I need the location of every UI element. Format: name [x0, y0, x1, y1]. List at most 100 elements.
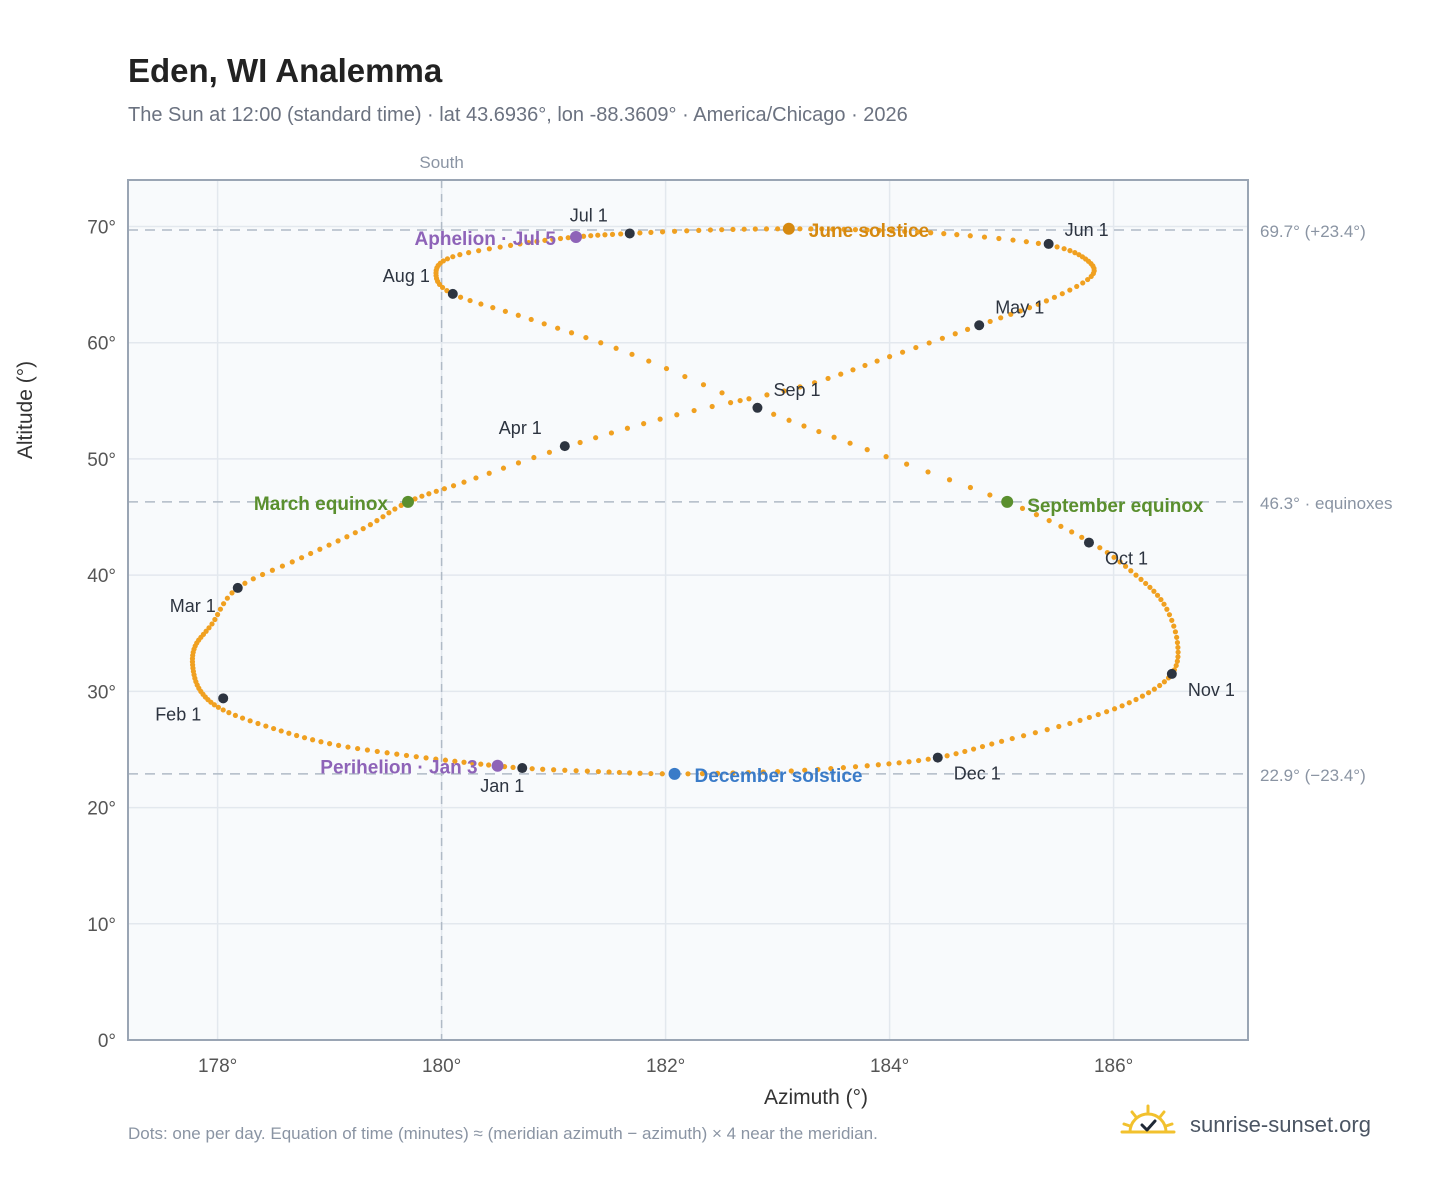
month-marker-label: Sep 1	[773, 380, 820, 400]
daily-dot	[727, 399, 734, 406]
daily-dot	[215, 704, 222, 710]
daily-dot	[278, 728, 284, 734]
daily-dot	[1017, 308, 1023, 314]
daily-dot	[1032, 730, 1038, 736]
daily-dot	[486, 470, 492, 476]
daily-dot	[962, 748, 968, 755]
daily-dot	[808, 226, 814, 232]
daily-dot	[954, 232, 960, 238]
daily-dot	[517, 241, 523, 247]
daily-dot	[850, 367, 856, 373]
month-marker-label: Nov 1	[1188, 680, 1235, 700]
daily-dot	[433, 488, 439, 494]
daily-dot	[1175, 654, 1181, 660]
daily-dot	[902, 228, 908, 235]
daily-dot	[442, 757, 449, 763]
daily-dot	[1139, 693, 1146, 699]
daily-dot	[457, 252, 463, 258]
daily-dot	[507, 242, 514, 249]
y-tick-label: 0°	[98, 1031, 116, 1052]
daily-dot	[1111, 554, 1117, 560]
daily-dot	[580, 233, 587, 239]
daily-dot	[608, 430, 615, 436]
daily-dot	[531, 454, 537, 461]
daily-dot	[1161, 679, 1167, 685]
sun-logo-icon	[1120, 1104, 1176, 1134]
brand-name: sunrise-sunset.org	[1190, 1112, 1371, 1137]
daily-dot	[470, 760, 476, 766]
daily-dot	[595, 768, 602, 775]
daily-dot	[674, 412, 680, 418]
daily-dot	[478, 761, 484, 767]
daily-dot	[1044, 727, 1050, 733]
daily-dot	[450, 254, 456, 260]
daily-dot	[741, 226, 747, 232]
daily-dot	[700, 382, 707, 388]
daily-dot	[1157, 682, 1163, 689]
brand-logo[interactable]: sunrise-sunset.org	[1120, 1100, 1390, 1148]
daily-dot	[355, 745, 361, 752]
daily-dot	[637, 230, 643, 236]
daily-dot	[999, 738, 1005, 744]
daily-dot	[815, 766, 821, 773]
daily-dot	[1147, 584, 1153, 590]
daily-dot	[641, 421, 647, 427]
daily-dot	[386, 510, 392, 516]
daily-dot	[255, 720, 261, 727]
daily-dot	[595, 232, 601, 238]
daily-dot	[696, 227, 702, 233]
daily-dot	[367, 522, 373, 528]
daily-dot	[299, 555, 305, 561]
daily-dot	[286, 730, 292, 736]
daily-dot	[344, 534, 350, 540]
daily-dot	[831, 434, 837, 440]
daily-dot	[1010, 237, 1016, 243]
daily-dot	[786, 417, 792, 423]
daily-dot	[279, 563, 286, 569]
event-label: March equinox	[254, 494, 389, 515]
daily-dot	[352, 530, 358, 536]
daily-dot	[478, 301, 484, 307]
daily-dot	[413, 754, 419, 760]
daily-dot	[426, 491, 432, 497]
daily-dot	[584, 768, 590, 774]
daily-dot	[1023, 239, 1029, 245]
daily-dot	[1174, 639, 1181, 646]
daily-dot	[946, 477, 953, 483]
daily-dot	[467, 297, 473, 304]
daily-dot	[550, 236, 556, 242]
daily-dot	[862, 362, 868, 369]
event-marker-dot	[491, 759, 504, 772]
daily-dot	[476, 248, 482, 254]
daily-dot	[466, 250, 472, 256]
daily-dot	[294, 732, 300, 739]
daily-dot	[847, 440, 853, 446]
daily-dot	[1164, 606, 1170, 612]
daily-dot	[318, 739, 324, 745]
daily-dot	[360, 526, 366, 532]
daily-dot	[941, 231, 947, 237]
x-tick-label: 182°	[646, 1056, 685, 1077]
daily-dot	[217, 606, 224, 612]
daily-dot	[374, 748, 380, 755]
daily-dot	[1069, 529, 1075, 535]
daily-dot	[952, 331, 958, 337]
daily-dot	[439, 284, 446, 291]
daily-dot	[1097, 545, 1103, 551]
daily-dot	[830, 226, 836, 232]
month-marker-label: Jul 1	[570, 205, 608, 225]
daily-dot	[939, 335, 945, 341]
daily-dot	[540, 766, 546, 772]
event-label: September equinox	[1027, 496, 1204, 517]
daily-dot	[719, 390, 725, 396]
daily-dot	[490, 305, 496, 311]
meridian-label: South	[419, 153, 463, 172]
event-label: Aphelion · Jul 5	[415, 229, 557, 250]
daily-dot	[1086, 714, 1092, 721]
month-marker-dot	[1083, 537, 1094, 548]
y-tick-label: 30°	[87, 682, 116, 703]
daily-dot	[802, 767, 808, 773]
daily-dot	[646, 358, 652, 364]
month-marker-dot	[624, 228, 635, 239]
daily-dot	[327, 741, 333, 747]
